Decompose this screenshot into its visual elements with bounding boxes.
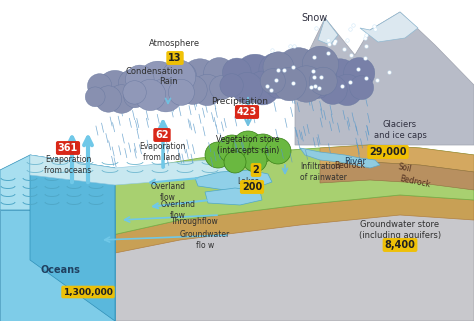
Circle shape xyxy=(95,86,122,112)
Polygon shape xyxy=(30,155,240,185)
Circle shape xyxy=(233,131,263,161)
Circle shape xyxy=(249,134,277,162)
Circle shape xyxy=(181,59,219,97)
Circle shape xyxy=(319,76,347,104)
Text: Evaporation
from land: Evaporation from land xyxy=(139,142,185,162)
Circle shape xyxy=(302,46,338,82)
Polygon shape xyxy=(0,210,115,321)
Circle shape xyxy=(97,70,133,106)
Circle shape xyxy=(308,77,329,99)
Circle shape xyxy=(210,76,234,100)
Text: Throughflow: Throughflow xyxy=(171,218,219,227)
Circle shape xyxy=(88,74,112,98)
Text: River: River xyxy=(344,158,366,167)
Circle shape xyxy=(168,79,194,105)
Text: 2: 2 xyxy=(253,165,259,175)
Circle shape xyxy=(273,67,306,101)
Text: Vegetation store
(intercepts rain): Vegetation store (intercepts rain) xyxy=(216,135,280,155)
Circle shape xyxy=(204,57,235,89)
Circle shape xyxy=(168,77,189,99)
Text: 1,300,000: 1,300,000 xyxy=(63,288,113,297)
Circle shape xyxy=(118,69,147,98)
Text: Lakes: Lakes xyxy=(237,178,259,187)
Polygon shape xyxy=(0,155,115,210)
Circle shape xyxy=(224,151,246,173)
Circle shape xyxy=(218,135,246,163)
Text: Overland
flow: Overland flow xyxy=(161,200,195,220)
Text: Infiltration
of rainwater: Infiltration of rainwater xyxy=(300,162,347,182)
Circle shape xyxy=(288,66,325,102)
Text: 29,000: 29,000 xyxy=(369,147,407,157)
Polygon shape xyxy=(30,195,474,321)
Circle shape xyxy=(332,74,363,106)
Polygon shape xyxy=(295,12,474,145)
Polygon shape xyxy=(320,145,474,172)
Circle shape xyxy=(263,52,294,82)
Circle shape xyxy=(246,71,280,105)
Polygon shape xyxy=(300,148,380,168)
Circle shape xyxy=(275,48,320,92)
Polygon shape xyxy=(318,18,338,45)
Text: Rain: Rain xyxy=(159,77,177,86)
Text: Oceans: Oceans xyxy=(40,265,80,275)
Text: 13: 13 xyxy=(168,53,182,63)
Circle shape xyxy=(149,78,182,112)
Circle shape xyxy=(265,138,291,164)
Text: Snow: Snow xyxy=(302,13,328,23)
Text: 423: 423 xyxy=(237,107,257,117)
Text: Precipitation: Precipitation xyxy=(211,98,268,107)
Polygon shape xyxy=(320,162,474,190)
Polygon shape xyxy=(195,170,272,190)
Circle shape xyxy=(259,53,293,87)
Text: Groundwater
flo w: Groundwater flo w xyxy=(180,230,230,250)
Circle shape xyxy=(350,76,374,100)
Circle shape xyxy=(309,67,337,95)
Text: Condensation: Condensation xyxy=(126,67,184,76)
Text: Glaciers
and ice caps: Glaciers and ice caps xyxy=(374,120,427,140)
Circle shape xyxy=(205,142,231,168)
Polygon shape xyxy=(30,155,115,321)
Circle shape xyxy=(85,87,105,107)
Circle shape xyxy=(220,74,243,97)
Polygon shape xyxy=(205,188,262,205)
Polygon shape xyxy=(30,195,474,278)
Text: 62: 62 xyxy=(155,130,169,140)
Text: 8,400: 8,400 xyxy=(384,240,415,250)
Text: Bedrock: Bedrock xyxy=(399,174,431,190)
Polygon shape xyxy=(360,12,418,42)
Circle shape xyxy=(243,148,267,172)
Circle shape xyxy=(321,59,359,97)
Circle shape xyxy=(107,85,136,113)
Text: Overland
flow: Overland flow xyxy=(151,182,185,202)
Circle shape xyxy=(178,76,207,104)
Text: Atmosphere: Atmosphere xyxy=(149,39,201,48)
Circle shape xyxy=(265,73,292,99)
Circle shape xyxy=(170,62,196,89)
Circle shape xyxy=(260,69,285,94)
Circle shape xyxy=(137,61,179,103)
Circle shape xyxy=(234,54,276,96)
Circle shape xyxy=(126,65,154,94)
Text: Evaporation
from oceans: Evaporation from oceans xyxy=(45,155,91,175)
Circle shape xyxy=(232,73,263,104)
Text: 200: 200 xyxy=(242,182,262,192)
Circle shape xyxy=(222,58,251,87)
Circle shape xyxy=(123,81,146,104)
Circle shape xyxy=(310,62,337,89)
Text: Soil: Soil xyxy=(397,162,413,174)
Text: Bedrock: Bedrock xyxy=(335,160,365,169)
Circle shape xyxy=(344,57,375,89)
Circle shape xyxy=(162,60,196,94)
Text: 361: 361 xyxy=(58,143,78,153)
Text: Groundwater store
(including aquifers): Groundwater store (including aquifers) xyxy=(359,220,441,240)
Circle shape xyxy=(124,86,146,108)
Circle shape xyxy=(191,74,223,106)
Polygon shape xyxy=(30,145,474,260)
Circle shape xyxy=(135,79,166,111)
